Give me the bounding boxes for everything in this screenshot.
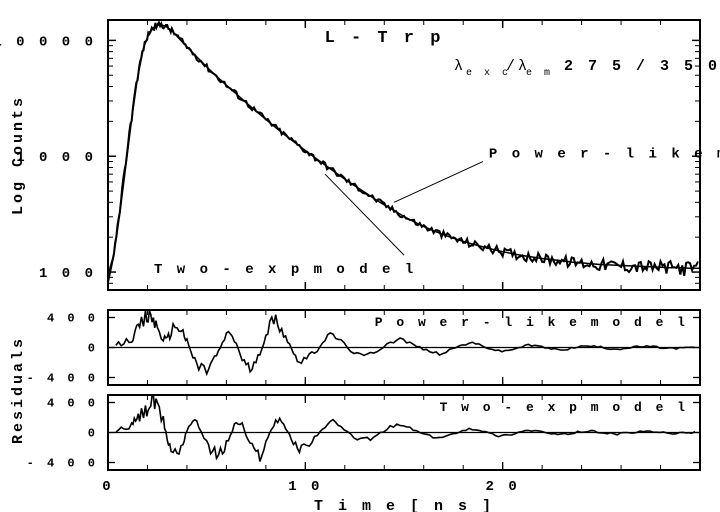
svg-text:P o w e r - l i k e m o d e l: P o w e r - l i k e m o d e l: [375, 315, 688, 330]
svg-text:1 0 0: 1 0 0: [39, 266, 96, 282]
svg-text:T i m e [ n s ]: T i m e [ n s ]: [314, 498, 494, 512]
svg-text:4 0 0: 4 0 0: [47, 397, 98, 411]
svg-text:1 0 0 0: 1 0 0 0: [16, 150, 96, 166]
svg-text:Log Counts: Log Counts: [10, 95, 27, 215]
svg-text:- 4 0 0: - 4 0 0: [27, 457, 98, 471]
svg-text:1 0 0 0 0: 1 0 0 0 0: [0, 34, 96, 50]
svg-text:- 4 0 0: - 4 0 0: [27, 372, 98, 386]
svg-text:0: 0: [88, 427, 98, 441]
svg-text:1 0: 1 0: [288, 479, 322, 495]
svg-text:e m: e m: [526, 68, 553, 79]
svg-text:P o w e r - l i k e m o d e l: P o w e r - l i k e m o d e l: [489, 147, 720, 163]
svg-text:4 0 0: 4 0 0: [47, 312, 98, 326]
svg-text:T w o - e x p m o d e l: T w o - e x p m o d e l: [440, 400, 688, 415]
svg-text:2 7 5 / 3 5 0 n m: 2 7 5 / 3 5 0 n m: [564, 58, 720, 75]
svg-text:2 0: 2 0: [486, 479, 520, 495]
svg-text:T w o - e x p m o d e l: T w o - e x p m o d e l: [154, 262, 416, 278]
figure-root: 1 0 01 0 0 01 0 0 0 0L - T r pλe x c/λe …: [0, 0, 720, 512]
svg-text:0: 0: [88, 342, 98, 356]
svg-text:λ: λ: [454, 58, 466, 75]
svg-text:L - T r p: L - T r p: [325, 29, 444, 48]
svg-text:0: 0: [102, 479, 113, 495]
svg-text:Residuals: Residuals: [10, 336, 27, 444]
chart-svg: 1 0 01 0 0 01 0 0 0 0L - T r pλe x c/λe …: [0, 0, 720, 512]
svg-text:e x c: e x c: [466, 68, 511, 79]
